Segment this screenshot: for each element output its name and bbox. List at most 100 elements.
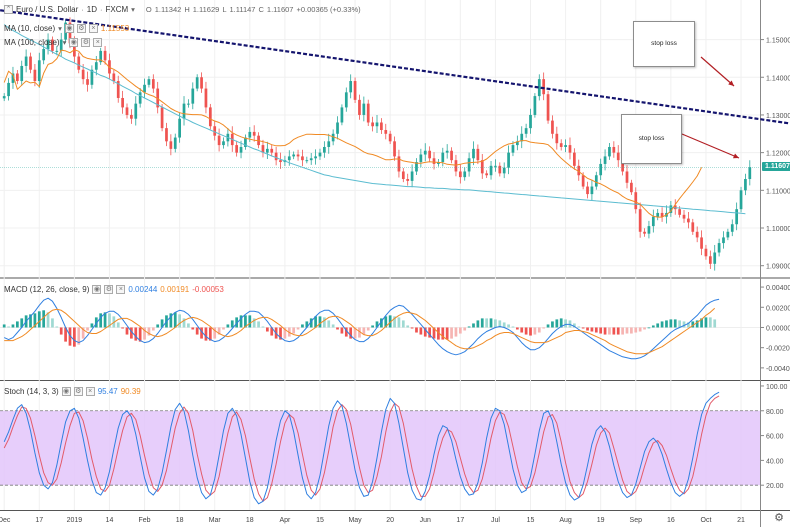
histogram-bar <box>15 321 19 328</box>
candle-body <box>511 145 515 153</box>
histogram-bar <box>397 317 401 328</box>
histogram-bar <box>331 324 335 328</box>
candle-body <box>507 152 510 168</box>
chevron-down-icon[interactable]: ▾ <box>62 38 67 47</box>
histogram-bar <box>695 320 699 328</box>
eye-icon[interactable]: ◉ <box>69 38 79 47</box>
collapse-icon[interactable]: ⌃ <box>4 5 13 14</box>
candle-body <box>415 162 418 172</box>
gear-icon[interactable]: ⚙ <box>73 387 83 396</box>
macd-tick-label: -0.00400 <box>766 366 790 373</box>
candle-body <box>116 81 120 98</box>
macd-tick-label: -0.00200 <box>766 346 790 353</box>
candle-body <box>581 175 585 187</box>
x-tick-label: 14 <box>106 517 114 524</box>
candle-body <box>621 160 624 172</box>
stoch-band-fill <box>0 410 760 486</box>
histogram-bar <box>599 327 603 334</box>
gear-icon[interactable]: ⚙ <box>76 24 86 33</box>
histogram-bar <box>217 327 221 335</box>
stop-loss-note-1-text: stop loss <box>651 40 677 47</box>
histogram-bar <box>204 327 208 341</box>
gear-icon[interactable]: ⚙ <box>104 285 114 294</box>
stop-loss-note-1[interactable]: stop loss <box>633 21 695 67</box>
candle-body <box>704 248 708 257</box>
candle-body <box>502 167 506 174</box>
candle-body <box>46 39 50 49</box>
candle-body <box>432 158 436 164</box>
histogram-bar <box>410 327 414 329</box>
histogram-bar <box>86 327 89 331</box>
stop-loss-note-2[interactable]: stop loss <box>621 114 682 164</box>
histogram-bar <box>375 321 379 328</box>
histogram-bar <box>160 319 164 328</box>
stop-loss-arrow-2-head <box>733 153 739 159</box>
candle-body <box>222 141 225 146</box>
histogram-bar <box>384 316 388 328</box>
chevron-down-icon[interactable]: ▾ <box>58 24 62 33</box>
histogram-bar <box>340 327 344 334</box>
price-tick-label: 1.15000 <box>766 38 790 45</box>
histogram-bar <box>327 320 331 328</box>
histogram-bar <box>555 319 559 328</box>
candle-body <box>112 73 116 82</box>
candle-body <box>375 122 379 127</box>
chevron-down-icon[interactable]: ▾ <box>131 5 135 14</box>
candle-body <box>217 135 221 146</box>
candle-body <box>472 148 475 159</box>
close-icon[interactable]: × <box>88 24 98 33</box>
histogram-bar <box>239 315 243 328</box>
histogram-bar <box>621 327 624 335</box>
candle-body <box>2 96 6 99</box>
histogram-bar <box>682 321 686 328</box>
gear-icon[interactable]: ⚙ <box>81 38 91 47</box>
candle-body <box>603 156 607 164</box>
last-price-badge: 1.11607 <box>762 162 790 172</box>
eye-icon[interactable]: ◉ <box>92 285 102 294</box>
x-tick-label: Jul <box>491 517 500 524</box>
histogram-bar <box>169 313 173 328</box>
settings-gear-icon[interactable]: ⚙ <box>774 512 784 524</box>
candle-body <box>494 165 497 167</box>
eye-icon[interactable]: ◉ <box>64 24 74 33</box>
stoch-tick-label: 80.00 <box>766 409 784 416</box>
candle-body <box>314 156 317 159</box>
candle-body <box>555 133 559 144</box>
candle-body <box>252 131 256 136</box>
candle-body <box>608 146 611 157</box>
open-key: O <box>145 5 152 14</box>
histogram-bar <box>94 317 98 328</box>
candle-body <box>717 243 721 253</box>
close-icon[interactable]: × <box>93 38 103 47</box>
candle-body <box>529 114 532 129</box>
macd-line <box>3 297 720 360</box>
x-tick-label: 20 <box>386 517 394 524</box>
stoch-d-value: 90.39 <box>120 387 141 396</box>
candle-body <box>559 143 563 147</box>
histogram-bar <box>643 327 646 330</box>
candle-body <box>204 88 208 108</box>
candle-body <box>51 39 54 51</box>
histogram-bar <box>494 319 497 328</box>
candle-body <box>151 79 155 89</box>
stoch-d-line <box>3 395 720 502</box>
candle-body <box>467 158 471 172</box>
macd-label: MACD (12, 26, close, 9) <box>4 285 90 294</box>
histogram-bar <box>625 327 629 334</box>
x-tick-label: 18 <box>246 517 254 524</box>
macd-tick-label: 0.00400 <box>766 285 790 292</box>
price-tick-label: 1.13000 <box>766 113 790 120</box>
close-icon[interactable]: × <box>85 387 95 396</box>
stop-loss-note-2-text: stop loss <box>638 135 665 142</box>
histogram-bar <box>138 327 142 342</box>
histogram-bar <box>182 318 186 328</box>
eye-icon[interactable]: ◉ <box>61 387 71 396</box>
candle-body <box>274 152 278 161</box>
candle-body <box>722 237 725 244</box>
histogram-bar <box>524 327 528 335</box>
close-icon[interactable]: × <box>116 285 126 294</box>
histogram-bar <box>156 324 160 328</box>
histogram-bar <box>51 318 54 328</box>
